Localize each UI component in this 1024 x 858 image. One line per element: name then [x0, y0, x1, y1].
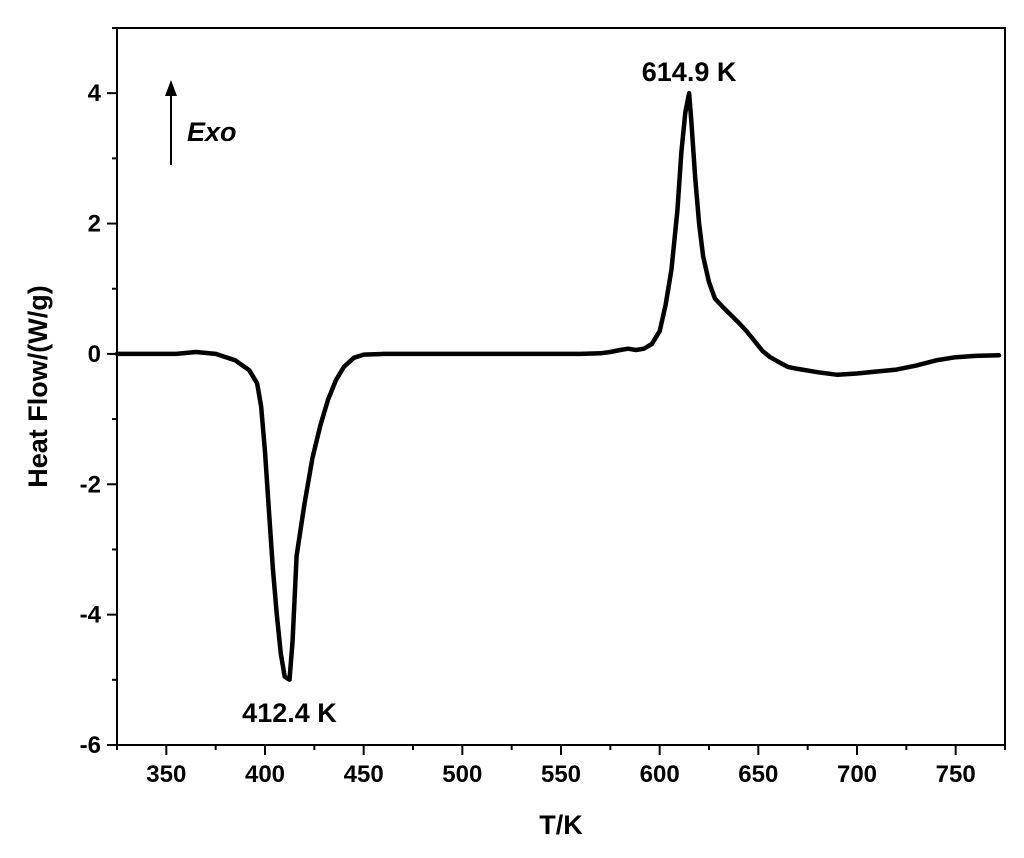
x-tick-label: 400: [245, 761, 285, 788]
x-tick-label: 450: [344, 761, 384, 788]
plot-frame: [116, 27, 1006, 746]
peak-annotations: 614.9 K 412.4 K: [242, 57, 737, 728]
y-axis-title: Heat Flow/(W/g): [23, 285, 53, 487]
y-tick-label: 2: [88, 211, 101, 238]
x-axis-ticks: 350 400 450 500 550 600 650 700 750: [116, 745, 1006, 788]
y-tick-label: 4: [88, 80, 102, 107]
x-axis-title: T/K: [539, 810, 583, 840]
y-tick-label: 0: [88, 341, 101, 368]
heat-flow-curve: [114, 90, 1002, 683]
exo-arrow-icon: [165, 80, 177, 165]
x-tick-label: 500: [442, 761, 482, 788]
x-tick-label: 700: [837, 761, 877, 788]
peak-label: 412.4 K: [242, 698, 337, 728]
x-tick-label: 750: [936, 761, 976, 788]
y-tick-label: -2: [80, 471, 101, 498]
y-tick-label: -6: [80, 732, 101, 759]
y-tick-label: -4: [80, 602, 102, 629]
x-tick-label: 600: [640, 761, 680, 788]
x-tick-label: 650: [738, 761, 778, 788]
exo-label: Exo: [187, 117, 237, 147]
x-tick-label: 550: [541, 761, 581, 788]
y-axis-ticks: -6 -4 -2 0 2 4: [80, 27, 117, 759]
peak-label: 614.9 K: [642, 57, 737, 87]
x-tick-label: 350: [146, 761, 186, 788]
